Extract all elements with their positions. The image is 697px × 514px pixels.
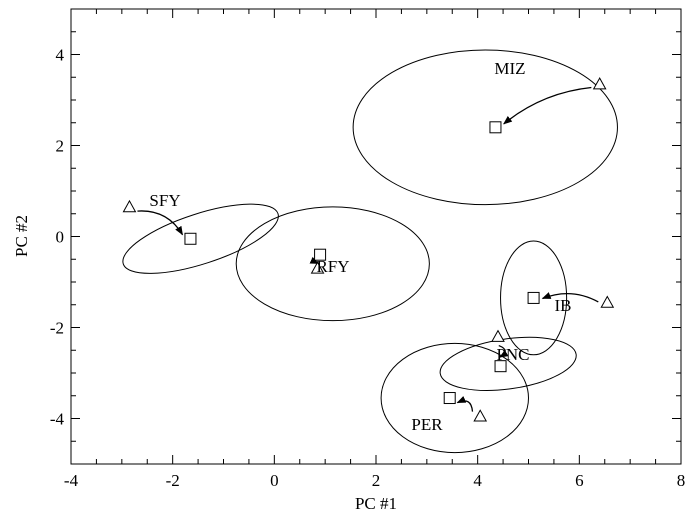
square-marker-pnc <box>494 360 507 373</box>
arrow-pnc <box>498 344 509 358</box>
x-tick-label: -2 <box>166 471 180 490</box>
ellipse-ib <box>500 240 568 356</box>
triangle-marker-miz <box>592 77 607 90</box>
y-tick-label: 0 <box>56 228 65 247</box>
x-axis-label: PC #1 <box>355 494 397 513</box>
square-marker-miz <box>489 121 502 134</box>
plot-frame <box>70 8 682 465</box>
y-tick-label: -4 <box>50 410 65 429</box>
square-marker-ib <box>527 291 540 304</box>
x-tick-label: 0 <box>270 471 279 490</box>
x-tick-label: 8 <box>677 471 686 490</box>
y-tick-label: 4 <box>56 46 65 65</box>
ellipse-rfy <box>235 206 430 322</box>
square-marker-rfy <box>314 248 327 261</box>
arrow-ib <box>541 292 599 303</box>
x-tick-label: -4 <box>64 471 79 490</box>
square-marker-sfy <box>184 232 197 245</box>
group-label-miz: MIZ <box>494 59 525 78</box>
group-label-pnc: PNC <box>496 345 529 364</box>
y-tick-label: 2 <box>56 137 65 156</box>
arrow-per <box>456 396 474 412</box>
ellipse-sfy <box>122 203 279 274</box>
x-tick-label: 6 <box>575 471 584 490</box>
ellipse-miz <box>352 49 618 206</box>
x-tick-label: 4 <box>473 471 482 490</box>
arrow-sfy <box>137 210 184 236</box>
x-tick-label: 2 <box>372 471 381 490</box>
ellipse-pnc <box>439 336 577 391</box>
triangle-marker-per <box>473 409 488 422</box>
triangle-marker-pnc <box>491 329 505 342</box>
square-marker-per <box>443 392 456 405</box>
group-label-rfy: RFY <box>316 257 349 276</box>
group-label-per: PER <box>411 415 443 434</box>
group-label-sfy: SFY <box>149 191 180 210</box>
triangle-marker-ib <box>600 295 615 308</box>
ellipse-per <box>380 342 529 454</box>
arrow-miz <box>503 86 592 125</box>
y-tick-label: -2 <box>50 319 64 338</box>
group-label-ib: IB <box>555 296 572 315</box>
triangle-marker-sfy <box>122 199 137 213</box>
y-axis-label: PC #2 <box>12 215 31 257</box>
triangle-marker-rfy <box>310 261 325 274</box>
